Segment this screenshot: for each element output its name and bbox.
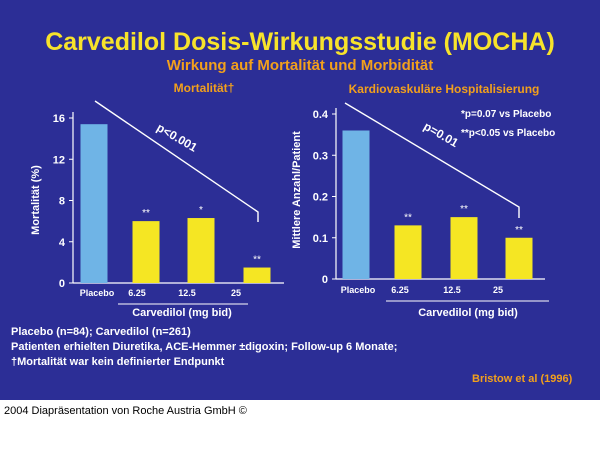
chart-1-bar-significance: ** [142,208,150,219]
chart-2-bar-dose-2 [450,217,478,279]
chart-2-significance-note: **p<0.05 vs Placebo [461,128,555,139]
chart-1-y-tick-label: 0 [59,278,65,290]
chart-2-y-axis-label: Mittlere Anzahl/Patient [291,131,303,249]
slide-title: Carvedilol Dosis-Wirkungsstudie (MOCHA) [45,28,555,56]
note-sample-size: Placebo (n=84); Carvedilol (n=261) [11,326,191,338]
chart-2-category-label: 6.25 [391,285,409,295]
chart-1-y-axis-label: Mortalität (%) [30,165,42,235]
chart-2-bar-placebo [342,130,370,279]
chart-2-y-tick-label: 0 [322,274,328,286]
chart-1-y-tick-label: 8 [59,196,65,208]
chart-2-trend-line [344,102,520,218]
chart-2-x-axis-label: Carvedilol (mg bid) [418,307,518,319]
chart-1-trend-line [94,100,259,222]
chart-1-bar-placebo [80,124,108,283]
chart-2-y-tick-label: 0.1 [313,233,328,245]
chart-2-bar-significance: ** [404,212,412,223]
chart-1-x-axis-label: Carvedilol (mg bid) [132,307,232,319]
chart-1-y-tick-label: 12 [53,154,65,166]
chart-2-title: Kardiovaskuläre Hospitalisierung [349,82,540,96]
chart-1-category-label: Placebo [80,288,115,298]
chart-2-significance-note: *p=0.07 vs Placebo [461,109,551,120]
chart-1-p-value: p<0.001 [154,120,200,154]
chart-1-title: Mortalität† [174,81,235,95]
note-treatment: Patienten erhielten Diuretika, ACE-Hemme… [11,341,398,353]
copyright-footer: 2004 Diapräsentation von Roche Austria G… [4,405,247,417]
chart-1-bar-dose-1 [132,221,160,283]
chart-1-bar-dose-2 [187,218,215,283]
chart-2-category-label: Placebo [341,285,376,295]
chart-2-y-tick-label: 0.2 [313,192,328,204]
chart-1-bar-significance: * [199,205,203,216]
chart-1-y-tick-label: 4 [59,237,66,249]
chart-2-bar-dose-3 [505,237,533,279]
chart-1-bar-significance: ** [253,255,261,266]
chart-1-category-label: 6.25 [128,288,146,298]
chart-1-category-label: 25 [231,288,241,298]
chart-1-y-tick-label: 16 [53,113,65,125]
chart-1-bar-dose-3 [243,267,271,283]
chart-2-bar-dose-1 [394,225,422,279]
chart-2-y-tick-label: 0.3 [313,150,328,162]
slide-subtitle: Wirkung auf Mortalität und Morbidität [166,57,434,74]
chart-2-category-label: 12.5 [443,285,461,295]
note-endpoint: †Mortalität war kein definierter Endpunk… [11,356,225,368]
chart-2-y-tick-label: 0.4 [313,109,329,121]
slide: Carvedilol Dosis-Wirkungsstudie (MOCHA) … [0,0,600,400]
chart-2-category-label: 25 [493,285,503,295]
chart-2-p-value: p=0.01 [421,119,461,150]
chart-2-bar-significance: ** [515,225,523,236]
citation: Bristow et al (1996) [472,373,573,385]
chart-2-bar-significance: ** [460,204,468,215]
chart-1-category-label: 12.5 [178,288,196,298]
